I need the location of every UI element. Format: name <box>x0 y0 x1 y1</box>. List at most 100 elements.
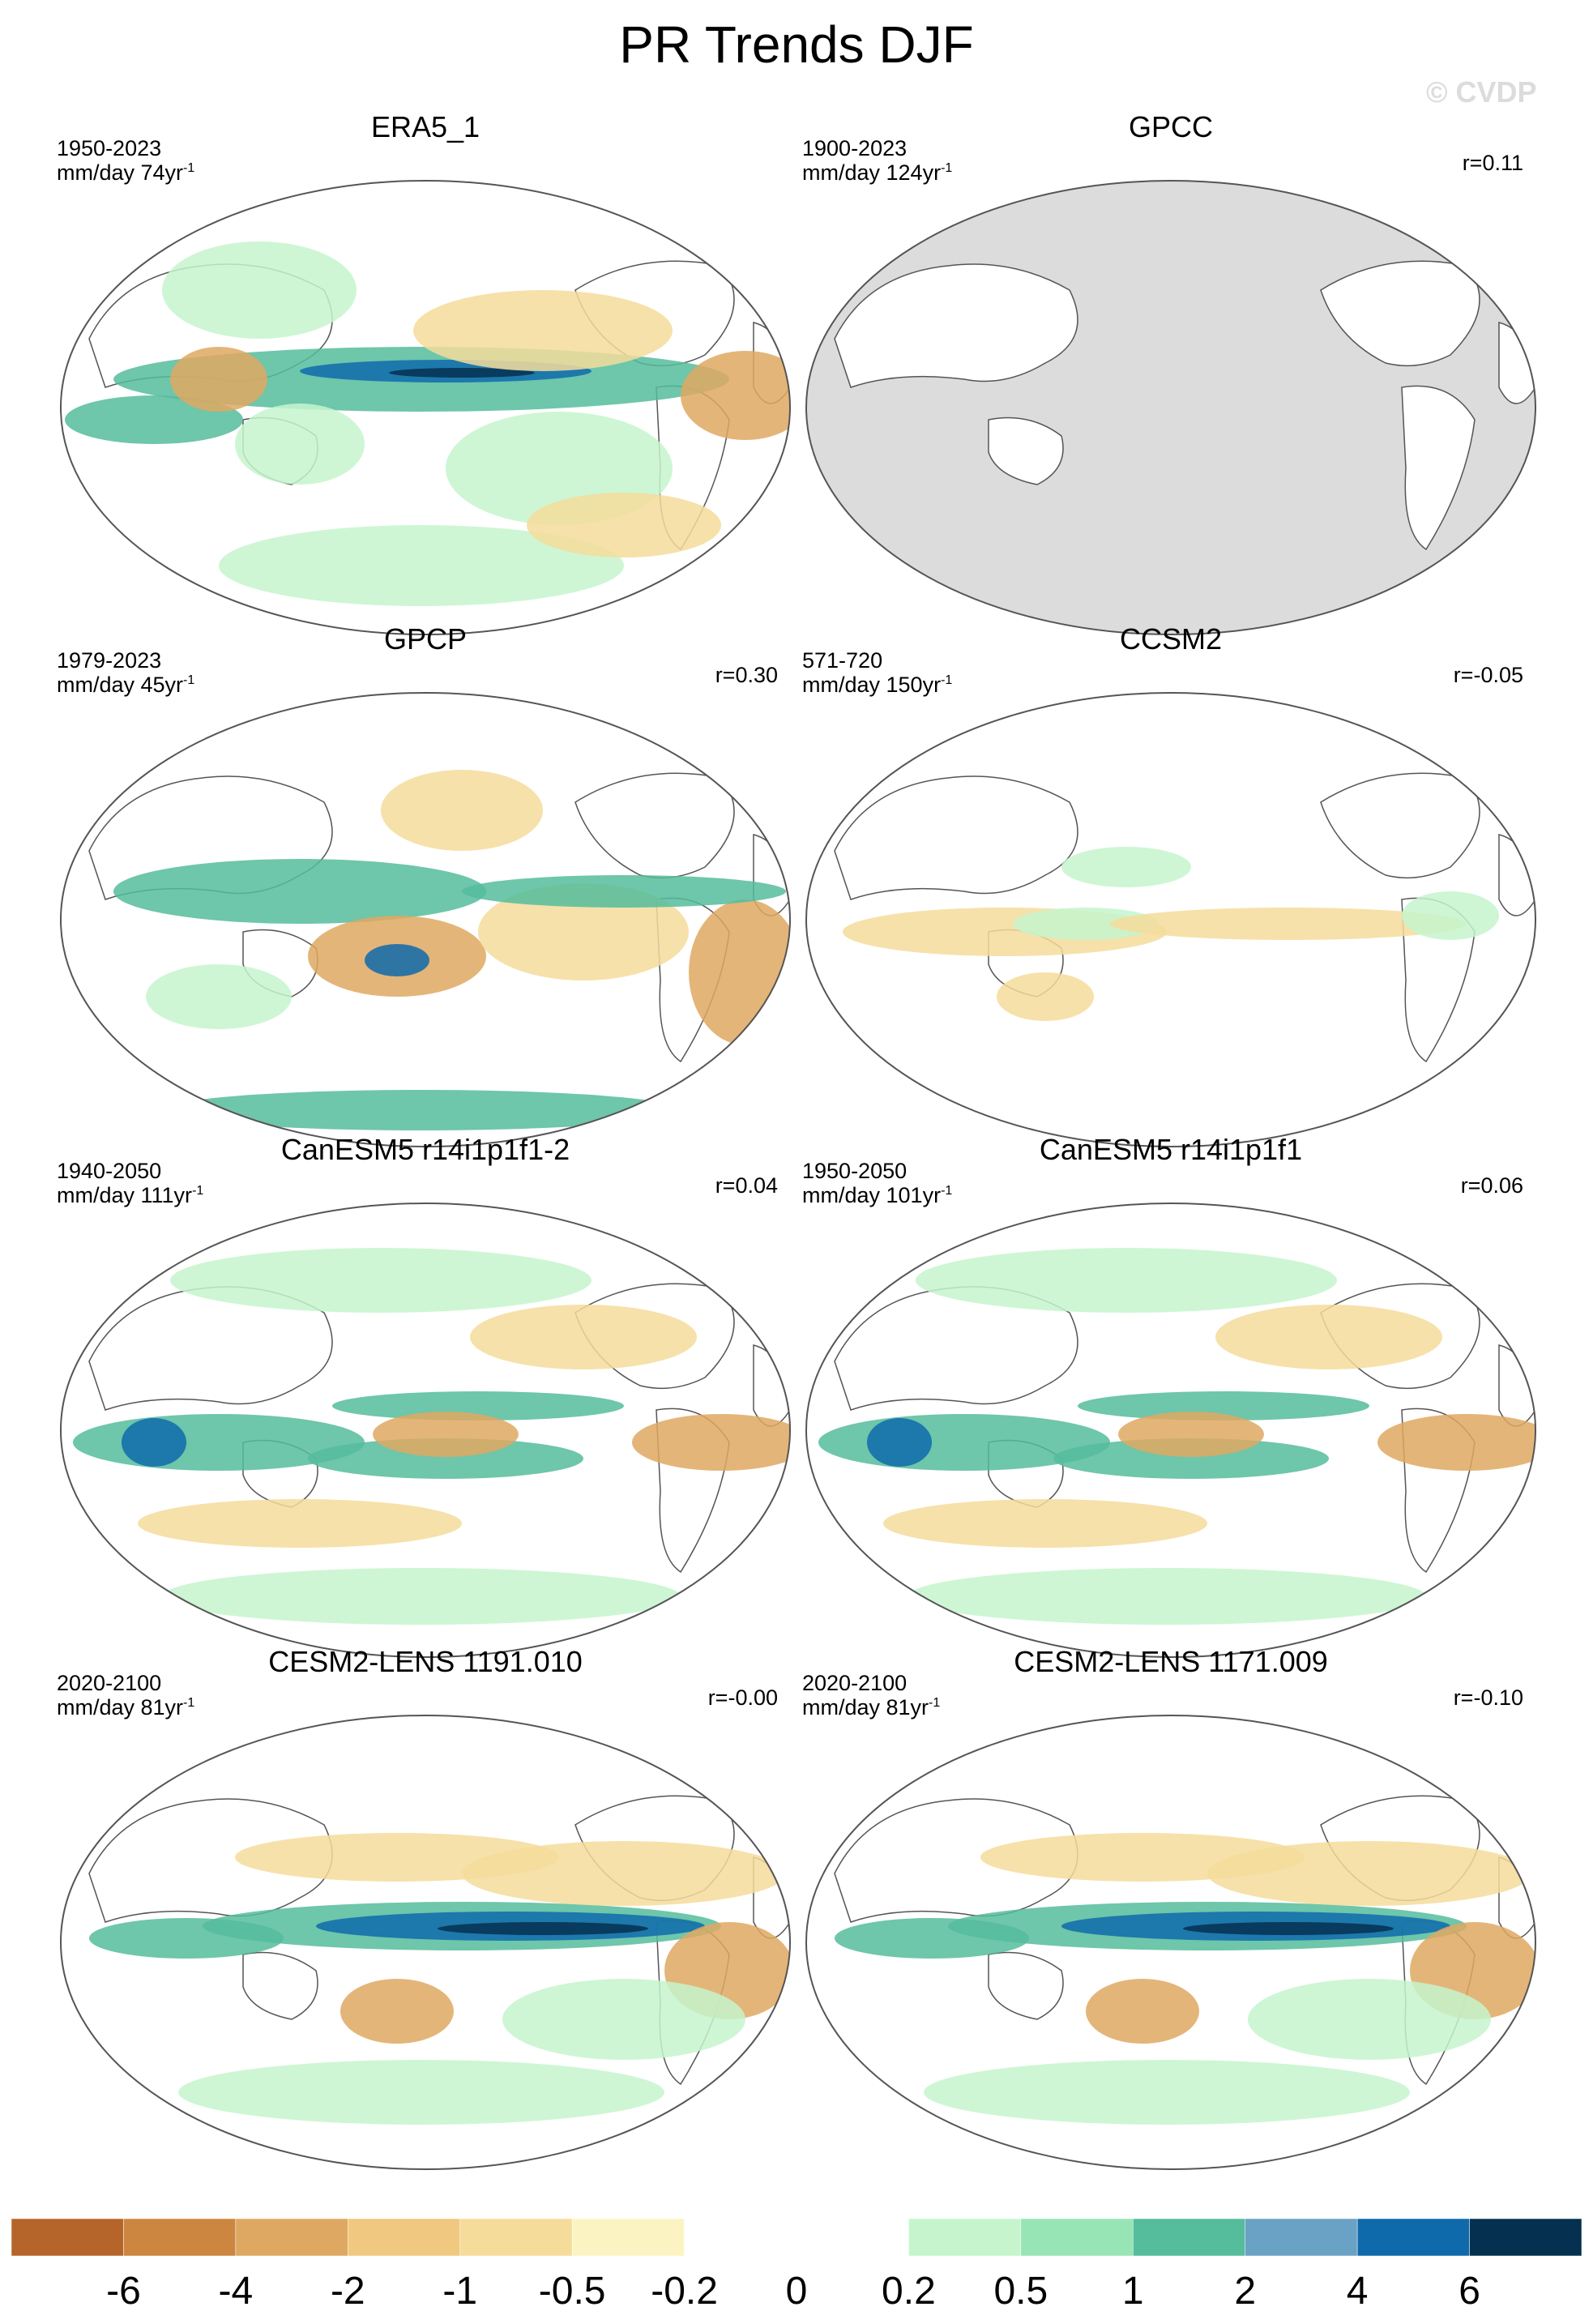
land-outline <box>574 772 735 879</box>
colorbar-tick-label: 0 <box>785 2270 808 2313</box>
colorbar-segment <box>684 2219 797 2257</box>
colorbar-tick-label: -6 <box>106 2270 141 2313</box>
panel-years: 571-720 <box>802 648 883 673</box>
panel-units: mm/day 111yr-1 <box>57 1183 203 1208</box>
colorbar-tick-label: 0.5 <box>993 2270 1048 2313</box>
panel-units-exponent: -1 <box>941 161 953 175</box>
trend-region <box>1377 1414 1535 1471</box>
panel-title: CanESM5 r14i1p1f1-2 <box>280 1133 570 1166</box>
panel-units: mm/day 74yr-1 <box>57 160 194 186</box>
colorbar <box>11 2219 1582 2257</box>
colorbar-tick-label: 6 <box>1458 2270 1480 2313</box>
globe-map <box>805 1203 1536 1658</box>
trend-region <box>835 1918 1029 1959</box>
panel-title: CCSM2 <box>1119 622 1223 656</box>
land-outline <box>1498 322 1535 404</box>
trend-region <box>1110 908 1467 940</box>
colorbar-tick-label: -2 <box>330 2270 365 2313</box>
trend-region <box>138 1499 462 1548</box>
colorbar-segment <box>1133 2219 1245 2257</box>
trend-region <box>1215 1305 1442 1369</box>
map-panel: CCSM2 571-720 mm/day 150yr-1 r=-0.05 <box>802 622 1540 1147</box>
colorbar-tick-label: -0.5 <box>538 2270 606 2313</box>
trend-region <box>365 944 429 976</box>
panel-title: ERA5_1 <box>370 110 480 143</box>
map-panel: CESM2-LENS 1191.010 2020-2100 mm/day 81yr-… <box>57 1645 794 2170</box>
map-panel: CESM2-LENS 1171.009 2020-2100 mm/day 81yr-… <box>802 1645 1540 2170</box>
trend-region <box>997 972 1094 1021</box>
colorbar-segment <box>1356 2219 1470 2257</box>
trend-region <box>89 1918 284 1959</box>
land-outline <box>574 1283 735 1390</box>
panel-units: mm/day 101yr-1 <box>802 1183 952 1208</box>
panel-title: CanESM5 r14i1p1f1 <box>1039 1133 1303 1166</box>
trend-region <box>308 1438 583 1479</box>
map-panel: GPCP 1979-2023 mm/day 45yr-1 r=0.30 <box>57 622 794 1147</box>
colorbar-tick-label: 1 <box>1121 2270 1144 2313</box>
globe-outline <box>60 1203 791 1658</box>
colorbar-segment <box>348 2219 460 2257</box>
globe-map <box>805 180 1536 635</box>
trend-region <box>235 1833 559 1882</box>
trend-region <box>438 1922 648 1935</box>
trend-region <box>170 347 267 412</box>
globe-map <box>60 1203 791 1658</box>
panel-units-exponent: -1 <box>929 1696 941 1710</box>
colorbar-segment <box>1469 2219 1582 2257</box>
trend-region <box>381 770 543 851</box>
trend-region <box>219 525 624 606</box>
trend-region <box>883 1499 1207 1548</box>
panel-units-text: mm/day 150yr <box>802 673 942 697</box>
panel-units-exponent: -1 <box>183 161 195 175</box>
trend-region <box>916 1248 1337 1313</box>
panel-units: mm/day 81yr-1 <box>57 1695 194 1720</box>
trend-region <box>413 290 673 371</box>
trend-region <box>867 1418 932 1467</box>
trend-region <box>478 883 689 980</box>
land-outline <box>834 1286 1078 1411</box>
panel-title: CESM2-LENS 1171.009 <box>1014 1645 1328 1678</box>
panel-units-text: mm/day 81yr <box>802 1695 929 1720</box>
panel-correlation: r=-0.05 <box>1453 663 1523 687</box>
panel-units-text: mm/day 124yr <box>802 160 942 185</box>
panel-units: mm/day 45yr-1 <box>57 673 194 698</box>
colorbar-tick-label: -4 <box>218 2270 254 2313</box>
panel-title: CESM2-LENS 1191.010 <box>268 1645 583 1678</box>
globe-outline <box>60 692 791 1147</box>
panel-units-exponent: -1 <box>183 673 195 687</box>
trend-region <box>235 404 365 485</box>
globe-outline <box>805 1715 1536 2170</box>
trend-region <box>113 859 486 924</box>
trend-region <box>162 1090 681 1130</box>
panel-correlation: r=0.04 <box>715 1173 778 1198</box>
trend-region <box>170 1248 592 1313</box>
panel-years: 1900-2023 <box>802 136 908 160</box>
globe-outline <box>60 180 791 635</box>
panel-years: 2020-2100 <box>802 1671 908 1695</box>
colorbar-segment <box>1020 2219 1134 2257</box>
panel-units-text: mm/day 74yr <box>57 160 184 185</box>
land-outline <box>988 417 1064 485</box>
trend-region <box>332 1391 624 1420</box>
trend-region <box>1078 1391 1369 1420</box>
panel-units-text: mm/day 45yr <box>57 673 184 697</box>
panel-units: mm/day 124yr-1 <box>802 160 952 186</box>
globe-map <box>805 1715 1536 2170</box>
trend-region <box>146 964 292 1029</box>
map-panel: CanESM5 r14i1p1f1-2 1940-2050 mm/day 111yr… <box>57 1133 794 1658</box>
trend-region <box>1118 1412 1264 1457</box>
panel-units-exponent: -1 <box>183 1696 195 1710</box>
panel-years: 1979-2023 <box>57 648 162 673</box>
panel-years: 1950-2023 <box>57 136 162 160</box>
colorbar-segment <box>1245 2219 1358 2257</box>
globe-map <box>60 692 791 1147</box>
trend-region <box>924 2060 1410 2125</box>
globe-map <box>60 180 791 635</box>
panel-units-exponent: -1 <box>941 1184 953 1198</box>
globe-map <box>60 1715 791 2170</box>
panel-title: GPCP <box>383 622 468 656</box>
colorbar-segment <box>235 2219 348 2257</box>
land-outline <box>242 1951 318 2020</box>
map-panel: ERA5_1 1950-2023 mm/day 74yr-1 <box>57 110 794 635</box>
trend-region <box>373 1412 519 1457</box>
